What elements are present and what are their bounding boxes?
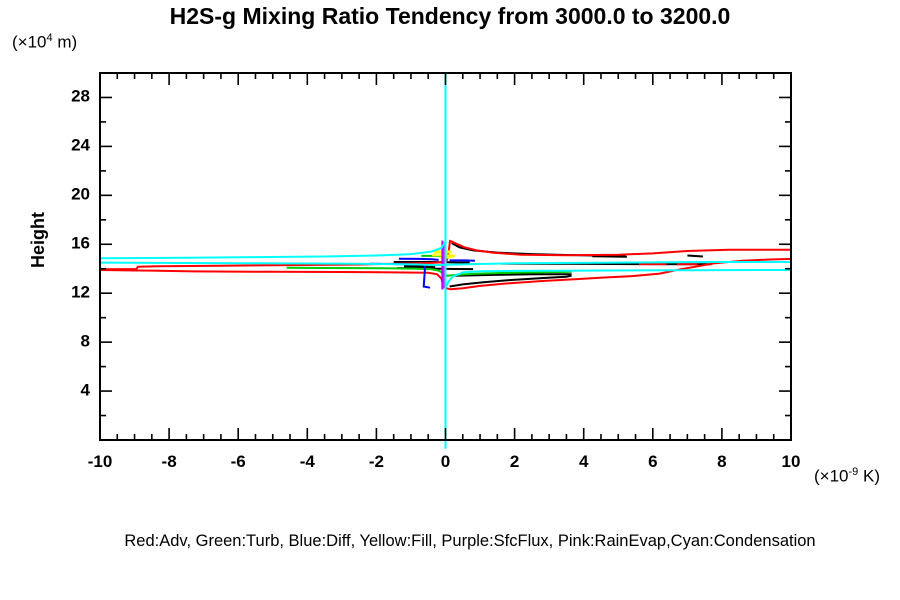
x-tick-label: -4 bbox=[299, 452, 315, 471]
x-axis-unit-label: (×10-9 K) bbox=[640, 466, 880, 487]
x-unit-exponent: -9 bbox=[848, 466, 859, 478]
series-Adv bbox=[99, 239, 791, 271]
y-tick-label: 28 bbox=[71, 87, 90, 107]
y-tick-label: 4 bbox=[80, 380, 90, 400]
x-tick-label: 6 bbox=[648, 452, 658, 471]
series-Condensation bbox=[445, 269, 792, 287]
x-tick-label: 0 bbox=[440, 452, 451, 471]
x-tick-label: -8 bbox=[161, 452, 177, 471]
x-tick-label: -2 bbox=[368, 452, 384, 471]
series-unlabeled-black bbox=[687, 254, 703, 258]
x-unit-prefix: (×10 bbox=[813, 466, 849, 486]
y-tick-label: 20 bbox=[71, 184, 90, 204]
y-axis-unit-label: (×104 m) bbox=[12, 32, 77, 53]
x-tick-label: 8 bbox=[717, 452, 727, 471]
series-Diff bbox=[398, 257, 439, 261]
color-key-legend: Red:Adv, Green:Turb, Blue:Diff, Yellow:F… bbox=[124, 532, 816, 550]
x-unit-suffix: K) bbox=[858, 466, 880, 486]
y-tick-label: 8 bbox=[80, 331, 90, 351]
series-Diff bbox=[422, 263, 431, 289]
series-Condensation bbox=[99, 241, 447, 260]
x-tick-label: 4 bbox=[578, 452, 589, 471]
series-Condensation bbox=[99, 261, 791, 267]
y-tick-label: 12 bbox=[71, 282, 90, 302]
chart-title: H2S-g Mixing Ratio Tendency from 3000.0 … bbox=[169, 3, 731, 29]
x-tick-label: 10 bbox=[781, 452, 801, 471]
series-Fill bbox=[431, 250, 456, 259]
y-unit-suffix: m) bbox=[52, 32, 78, 52]
y-unit-prefix: (×10 bbox=[12, 32, 47, 52]
series-Adv bbox=[99, 257, 792, 291]
series-unlabeled-black bbox=[449, 273, 572, 288]
x-tick-label: 2 bbox=[509, 452, 520, 471]
y-tick-label: 16 bbox=[71, 233, 90, 253]
y-unit-exponent: 4 bbox=[46, 32, 53, 44]
x-tick-label: -6 bbox=[230, 452, 246, 471]
y-tick-label: 24 bbox=[71, 135, 90, 155]
x-tick-label: -10 bbox=[87, 452, 113, 471]
